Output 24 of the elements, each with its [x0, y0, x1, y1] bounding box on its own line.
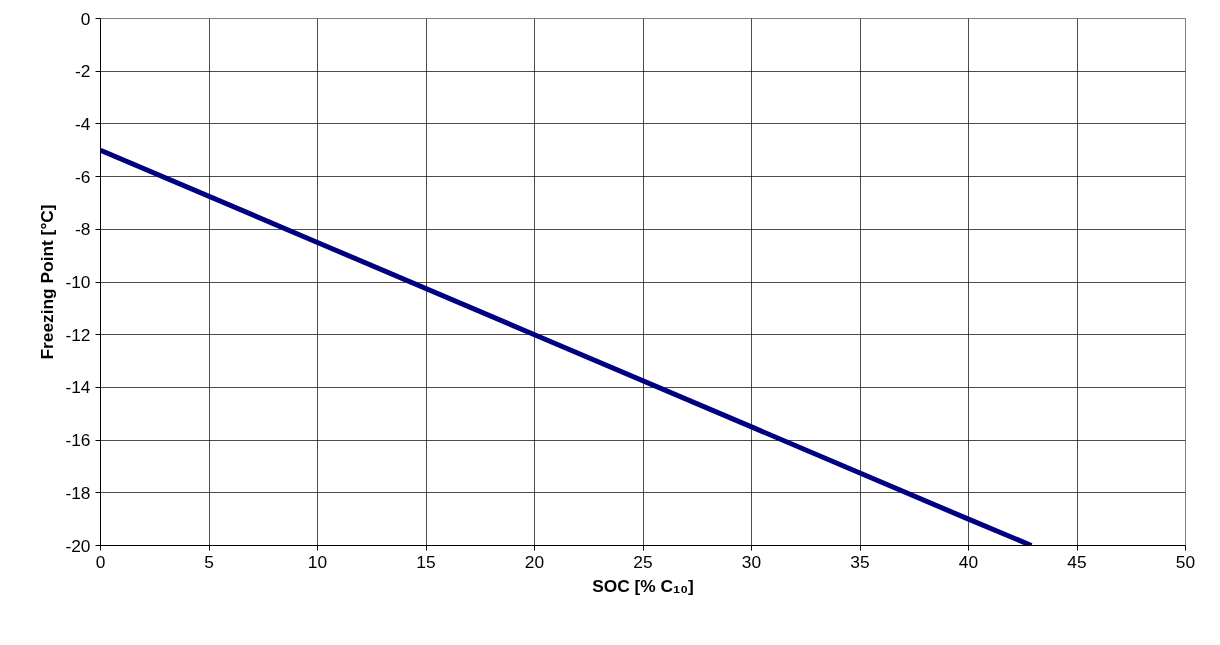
y-tick-label: 0	[80, 8, 91, 29]
x-tick-label: 25	[633, 551, 653, 572]
y-tick-label: -4	[75, 113, 91, 134]
y-tick-label: -12	[65, 324, 91, 345]
x-tick-label: 35	[850, 551, 870, 572]
x-tick-label: 45	[1067, 551, 1087, 572]
y-tick-label: -6	[75, 166, 91, 187]
x-tick-label: 40	[958, 551, 979, 572]
x-axis-title: SOC [% C₁₀]	[592, 575, 694, 596]
y-tick-label: -14	[65, 377, 91, 398]
y-tick-label: -10	[65, 272, 91, 292]
y-axis-title: Freezing Point [°C]	[37, 204, 58, 360]
x-tick-label: 50	[1175, 551, 1196, 572]
x-tick-label: 10	[307, 551, 328, 572]
y-tick-label: -8	[75, 219, 91, 240]
x-tick-label: 20	[524, 551, 545, 572]
x-tick-label: 0	[95, 551, 106, 572]
y-tick-label: -20	[65, 535, 91, 556]
y-tick-label: -16	[65, 430, 91, 451]
y-tick-label: -2	[75, 61, 91, 82]
x-tick-label: 15	[416, 551, 436, 572]
x-tick-label: 30	[741, 551, 762, 572]
x-tick-label: 5	[204, 551, 214, 572]
y-tick-label: -18	[65, 482, 91, 503]
